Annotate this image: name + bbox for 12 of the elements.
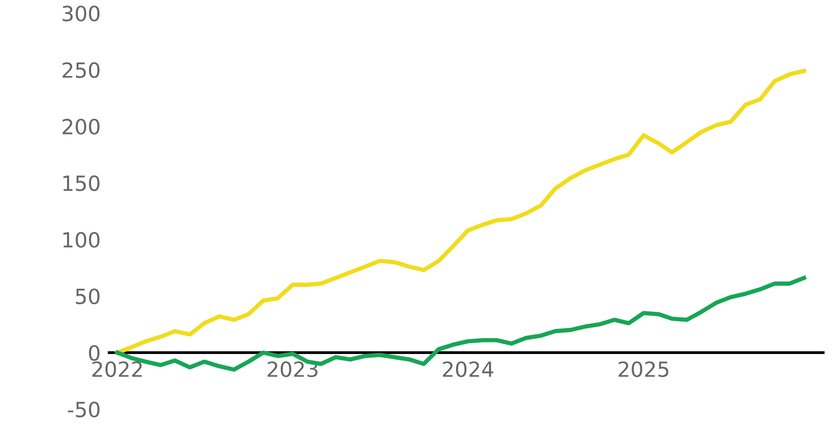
y-tick-label: 0 — [88, 345, 100, 361]
x-tick-label: 2025 — [618, 361, 668, 378]
line-series — [115, 68, 806, 355]
x-tick-label: 2024 — [442, 361, 494, 378]
y-tick-label: 50 — [76, 288, 100, 304]
y-tick-label: 200 — [62, 118, 100, 135]
y-tick-label: 250 — [62, 62, 100, 78]
y-tick-label: 300 — [62, 6, 100, 22]
y-tick-label: 100 — [63, 232, 100, 248]
x-tick-label: 2022 — [92, 361, 142, 378]
y-tick-label: 150 — [63, 175, 100, 192]
y-tick-label: -50 — [68, 402, 100, 418]
